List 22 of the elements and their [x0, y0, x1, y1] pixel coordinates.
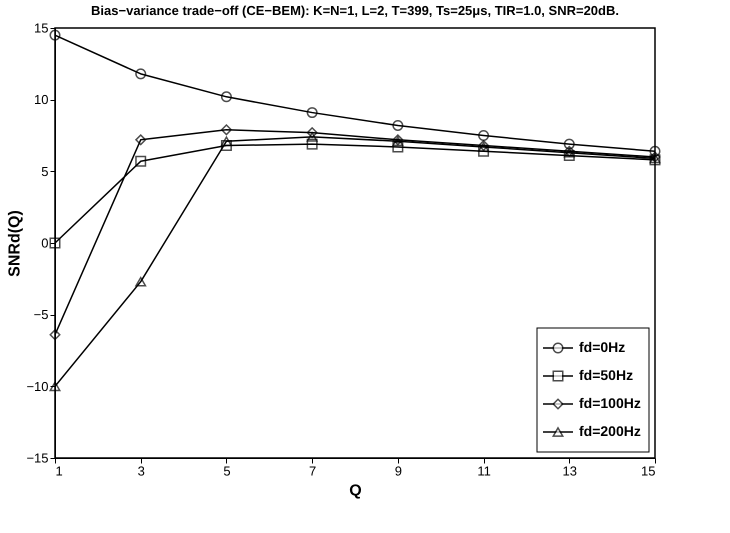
legend-label: fd=50Hz	[579, 367, 634, 383]
y-axis-title: SNRd(Q)	[6, 210, 24, 277]
x-tick-label: 13	[562, 464, 578, 478]
x-axis-title: Q	[349, 482, 362, 500]
x-tick-label: 9	[394, 464, 402, 478]
x-tick-label: 5	[223, 464, 231, 478]
chart-title: Bias−variance trade−off (CE−BEM): K=N=1, L=2, T=399, Ts=25μs, TIR=1.0, SNR=20dB.	[91, 3, 619, 18]
legend-label: fd=100Hz	[579, 395, 641, 411]
y-tick-label: 5	[41, 164, 48, 179]
y-tick-label: −5	[34, 307, 48, 322]
legend-label: fd=200Hz	[579, 423, 641, 439]
x-tick-label: 15	[641, 464, 656, 478]
x-tick-label: 7	[309, 464, 316, 478]
legend-label: fd=0Hz	[579, 339, 626, 355]
x-tick-label: 1	[56, 464, 63, 478]
x-tick-label: 3	[138, 464, 145, 478]
y-tick-label: 0	[41, 236, 48, 250]
y-tick-label: −10	[26, 378, 48, 394]
y-tick-label: 10	[34, 92, 48, 108]
x-tick-label: 11	[477, 464, 491, 478]
y-tick-label: 15	[34, 20, 48, 36]
y-tick-label: −15	[26, 450, 48, 466]
